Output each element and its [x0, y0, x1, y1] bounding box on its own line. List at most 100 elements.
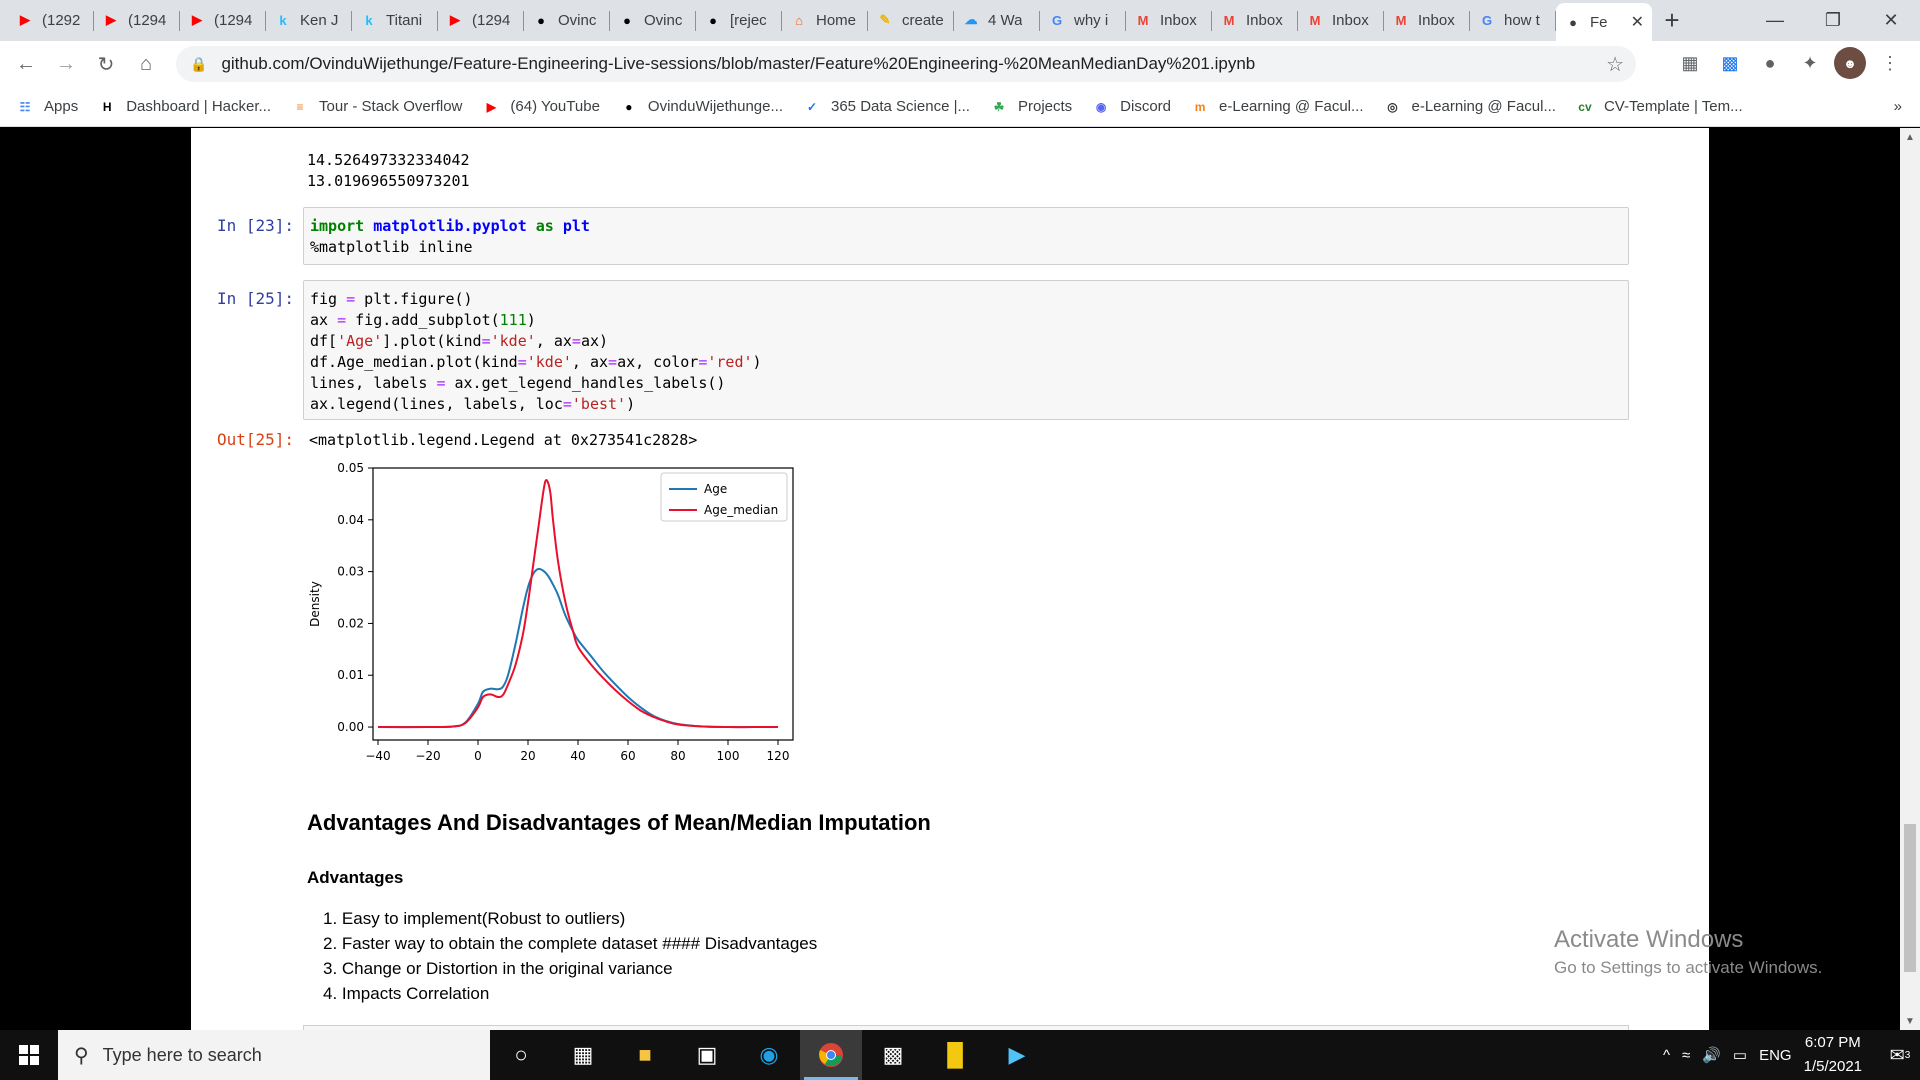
- bookmark-item[interactable]: ☘ Projects: [990, 98, 1073, 116]
- clock[interactable]: 6:07 PM 1/5/2021: [1804, 1031, 1862, 1079]
- close-window-icon[interactable]: ✕: [1883, 10, 1899, 30]
- volume-icon[interactable]: 🔊: [1702, 1047, 1721, 1064]
- battery-icon[interactable]: ▭: [1732, 1047, 1748, 1064]
- browser-tab[interactable]: ● Ovinc: [524, 3, 610, 37]
- bookmark-item[interactable]: ✓ 365 Data Science |...: [803, 98, 970, 116]
- tab-title: how t: [1504, 11, 1540, 29]
- bookmark-label: e-Learning @ Facul...: [1219, 98, 1364, 115]
- browser-tab[interactable]: ● Ovinc: [610, 3, 696, 37]
- code-cell-23[interactable]: import matplotlib.pyplot as plt %matplot…: [303, 207, 1629, 265]
- browser-tab[interactable]: ● [rejec: [696, 3, 782, 37]
- notebook-page: 14.526497332334042 13.019696550973201 In…: [191, 128, 1709, 1030]
- bookmark-item[interactable]: ▶ (64) YouTube: [482, 98, 600, 116]
- bookmarks-overflow-icon[interactable]: »: [1893, 98, 1902, 115]
- active-browser-tab[interactable]: ● Fe ✕: [1556, 3, 1652, 41]
- out-text-25: <matplotlib.legend.Legend at 0x273541c28…: [309, 431, 698, 449]
- x-tick-label: 120: [767, 749, 790, 763]
- browser-tab[interactable]: ▶ (1294: [438, 3, 524, 37]
- tab-title: Inbox: [1160, 11, 1197, 29]
- tab-title: Home: [816, 11, 857, 29]
- remote-desktop-icon[interactable]: ▶: [1008, 1042, 1026, 1067]
- browser-tab[interactable]: ☁ 4 Wa: [954, 3, 1040, 37]
- page-scrollbar[interactable]: ▲ ▼: [1900, 128, 1920, 1030]
- notification-count: 3: [1904, 1049, 1911, 1061]
- reload-icon[interactable]: ↻: [97, 53, 115, 76]
- activate-windows-watermark: Activate Windows Go to Settings to activ…: [1554, 926, 1822, 978]
- taskbar-search-box[interactable]: ⚲ Type here to search: [58, 1030, 490, 1080]
- browser-tab[interactable]: ▶ (1294: [94, 3, 180, 37]
- bookmark-item[interactable]: ☷ Apps: [16, 98, 79, 116]
- back-icon[interactable]: ←: [16, 52, 36, 75]
- language-indicator[interactable]: ENG: [1759, 1046, 1792, 1064]
- bookmark-item[interactable]: ◉ Discord: [1092, 98, 1171, 116]
- bookmark-item[interactable]: m e-Learning @ Facul...: [1191, 98, 1364, 116]
- extensions-puzzle-icon[interactable]: ✦: [1802, 52, 1818, 73]
- bookmark-label: Tour - Stack Overflow: [319, 98, 463, 115]
- tab-list: ▶ (1292 ▶ (1294 ▶ (1294 k Ken J k Titani ▶ (1294 ● Ov…: [0, 0, 1652, 41]
- minimize-icon[interactable]: —: [1766, 10, 1784, 30]
- github-icon: ●: [537, 12, 545, 28]
- list-item: 3. Change or Distortion in the original …: [323, 959, 673, 978]
- browser-tab[interactable]: ▶ (1292: [8, 3, 94, 37]
- windows-taskbar: ⚲ Type here to search ○ ▦ ■ ▣ ◉ ▩ █ ▶ ^ …: [0, 1030, 1920, 1080]
- scroll-down-icon[interactable]: ▼: [1905, 1015, 1915, 1027]
- browser-tab[interactable]: M Inbox: [1298, 3, 1384, 37]
- extension-translate-icon[interactable]: ▩: [1721, 52, 1739, 73]
- scrollbar-thumb[interactable]: [1904, 824, 1916, 972]
- search-placeholder: Type here to search: [102, 1044, 262, 1065]
- profile-avatar[interactable]: ☻: [1834, 47, 1866, 79]
- x-tick-label: 60: [620, 749, 635, 763]
- datascience-icon: ✓: [806, 99, 818, 114]
- bookmark-item[interactable]: ● OvinduWijethunge...: [620, 98, 783, 116]
- browser-tab[interactable]: k Ken J: [266, 3, 352, 37]
- bookmark-item[interactable]: H Dashboard | Hacker...: [98, 98, 271, 116]
- maximize-icon[interactable]: ❐: [1824, 10, 1842, 30]
- notification-center-icon[interactable]: ✉ 3: [1889, 1044, 1911, 1065]
- home-icon[interactable]: ⌂: [139, 52, 153, 75]
- browser-tab[interactable]: M Inbox: [1126, 3, 1212, 37]
- terminal-icon[interactable]: ▩: [882, 1042, 904, 1067]
- forward-icon[interactable]: →: [56, 52, 76, 75]
- bookmark-star-icon[interactable]: ☆: [1606, 53, 1624, 76]
- file-explorer-icon[interactable]: ■: [638, 1042, 652, 1067]
- bookmark-item[interactable]: ≡ Tour - Stack Overflow: [291, 98, 463, 116]
- powerbi-icon[interactable]: █: [947, 1042, 963, 1067]
- new-tab-button[interactable]: +: [1664, 4, 1680, 35]
- address-bar[interactable]: 🔒 github.com/OvinduWijethunge/Feature-En…: [176, 46, 1636, 82]
- address-url: github.com/OvinduWijethunge/Feature-Engi…: [221, 54, 1256, 73]
- browser-tab[interactable]: ✎ create: [868, 3, 954, 37]
- edge-icon[interactable]: ◉: [759, 1042, 779, 1067]
- start-button[interactable]: [0, 1030, 58, 1080]
- browser-tab[interactable]: k Titani: [352, 3, 438, 37]
- bookmark-item[interactable]: cv CV-Template | Tem...: [1576, 98, 1742, 116]
- task-view-icon[interactable]: ▦: [572, 1042, 594, 1067]
- gmail-icon: M: [1395, 12, 1407, 28]
- y-tick-label: 0.04: [337, 513, 364, 527]
- scroll-up-icon[interactable]: ▲: [1905, 131, 1915, 143]
- browser-tab[interactable]: M Inbox: [1384, 3, 1470, 37]
- menu-kebab-icon[interactable]: ⋮: [1881, 52, 1899, 73]
- bookmark-item[interactable]: ◎ e-Learning @ Facul...: [1384, 98, 1556, 116]
- close-tab-icon[interactable]: ✕: [1630, 14, 1644, 31]
- tab-title: Inbox: [1332, 11, 1369, 29]
- cortana-icon[interactable]: ○: [514, 1042, 528, 1067]
- tab-title: (1292: [42, 11, 81, 29]
- browser-tab[interactable]: ⌂ Home: [782, 3, 868, 37]
- cell-prompt-25: In [25]:: [217, 289, 295, 308]
- extension-grid-icon[interactable]: ▦: [1681, 52, 1699, 73]
- google-icon: G: [1051, 12, 1063, 28]
- browser-tab[interactable]: ▶ (1294: [180, 3, 266, 37]
- browser-toolbar: ← → ↻ ⌂ 🔒 github.com/OvinduWijethunge/Fe…: [0, 41, 1920, 87]
- chrome-icon[interactable]: [800, 1030, 862, 1080]
- store-icon[interactable]: ▣: [696, 1042, 718, 1067]
- code-cell-25[interactable]: fig = plt.figure() ax = fig.add_subplot(…: [303, 280, 1629, 420]
- gmail-icon: M: [1309, 12, 1321, 28]
- network-icon[interactable]: ≈: [1681, 1046, 1691, 1064]
- kaggle-icon: k: [279, 12, 287, 28]
- section-heading: Advantages And Disadvantages of Mean/Med…: [307, 810, 931, 835]
- extension-puzzle-ghost-icon[interactable]: ●: [1764, 52, 1776, 73]
- show-hidden-icons-chevron-icon[interactable]: ^: [1662, 1046, 1670, 1064]
- browser-tab[interactable]: M Inbox: [1212, 3, 1298, 37]
